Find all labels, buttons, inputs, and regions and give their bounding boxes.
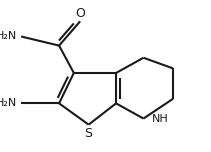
Text: H₂N: H₂N [0, 98, 17, 108]
Text: NH: NH [152, 114, 169, 124]
Text: O: O [75, 7, 85, 20]
Text: H₂N: H₂N [0, 31, 17, 41]
Text: S: S [85, 127, 93, 140]
